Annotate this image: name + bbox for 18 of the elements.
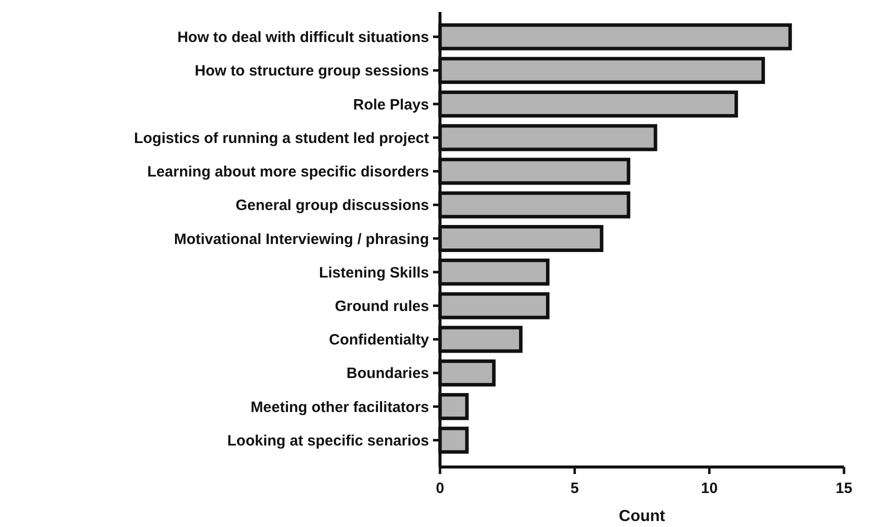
y-tick-label: Meeting other facilitators — [250, 398, 429, 416]
y-tick-label: Ground rules — [334, 298, 429, 315]
y-tick-label: Motivational Interviewing / phrasing — [174, 230, 429, 248]
y-tick-label: General group discussions — [236, 197, 429, 214]
y-tick-label: Logistics of running a student led project — [134, 130, 429, 147]
y-tick-label: How to deal with difficult situations — [177, 29, 429, 46]
y-tick-label: Confidentialty — [329, 332, 430, 349]
x-tick-label: 5 — [570, 480, 579, 497]
y-tick-label: How to structure group sessions — [194, 62, 429, 80]
x-tick-label: 15 — [836, 480, 852, 497]
y-tick-label: Looking at specific senarios — [227, 432, 429, 450]
y-tick-label: Role Plays — [353, 96, 429, 114]
y-tick-label: Listening Skills — [318, 264, 429, 282]
y-tick-label: Boundaries — [346, 365, 429, 382]
x-tick-label: 0 — [436, 480, 444, 497]
y-tick-label: Learning about more specific disorders — [147, 164, 429, 181]
x-axis-title: Count — [618, 508, 666, 525]
x-tick-label: 10 — [700, 480, 718, 497]
